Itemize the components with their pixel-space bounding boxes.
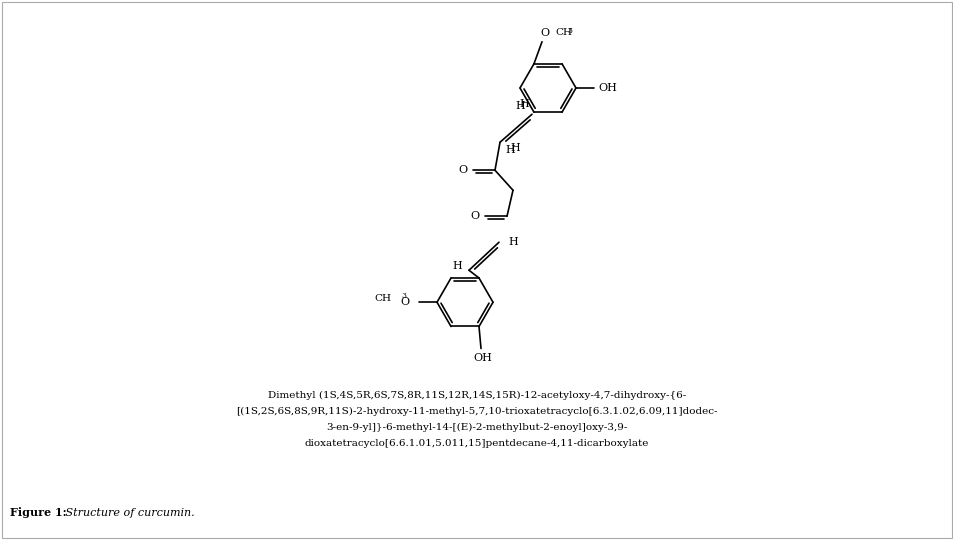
Text: H: H xyxy=(508,237,517,247)
Text: OH: OH xyxy=(598,83,617,93)
Text: Structure of curcumin.: Structure of curcumin. xyxy=(62,508,194,518)
Text: O: O xyxy=(470,211,479,221)
Text: [(1S,2S,6S,8S,9R,11S)-2-hydroxy-11-methyl-5,7,10-trioxatetracyclo[6.3.1.02,6.09,: [(1S,2S,6S,8S,9R,11S)-2-hydroxy-11-methy… xyxy=(236,407,717,416)
Text: Figure 1:: Figure 1: xyxy=(10,507,67,518)
Text: O: O xyxy=(539,28,549,38)
Text: CH: CH xyxy=(555,28,572,37)
Text: O: O xyxy=(458,165,467,176)
Text: H: H xyxy=(510,143,519,153)
Text: 3-en-9-yl]}-6-methyl-14-[(E)-2-methylbut-2-enoyl]oxy-3,9-: 3-en-9-yl]}-6-methyl-14-[(E)-2-methylbut… xyxy=(326,422,627,431)
Text: CH: CH xyxy=(374,294,391,303)
Text: 3: 3 xyxy=(566,27,572,35)
Text: dioxatetracyclo[6.6.1.01,5.011,15]pentdecane-4,11-dicarboxylate: dioxatetracyclo[6.6.1.01,5.011,15]pentde… xyxy=(305,438,648,448)
Text: Dimethyl (1S,4S,5R,6S,7S,8R,11S,12R,14S,15R)-12-acetyloxy-4,7-dihydroxy-{6-: Dimethyl (1S,4S,5R,6S,7S,8R,11S,12R,14S,… xyxy=(268,390,685,400)
Text: OH: OH xyxy=(473,354,492,363)
Text: 3: 3 xyxy=(400,292,406,300)
Text: H: H xyxy=(518,99,528,109)
Text: H: H xyxy=(504,145,515,155)
Text: O: O xyxy=(400,297,409,307)
Text: H: H xyxy=(452,261,461,271)
Text: H: H xyxy=(515,101,524,111)
